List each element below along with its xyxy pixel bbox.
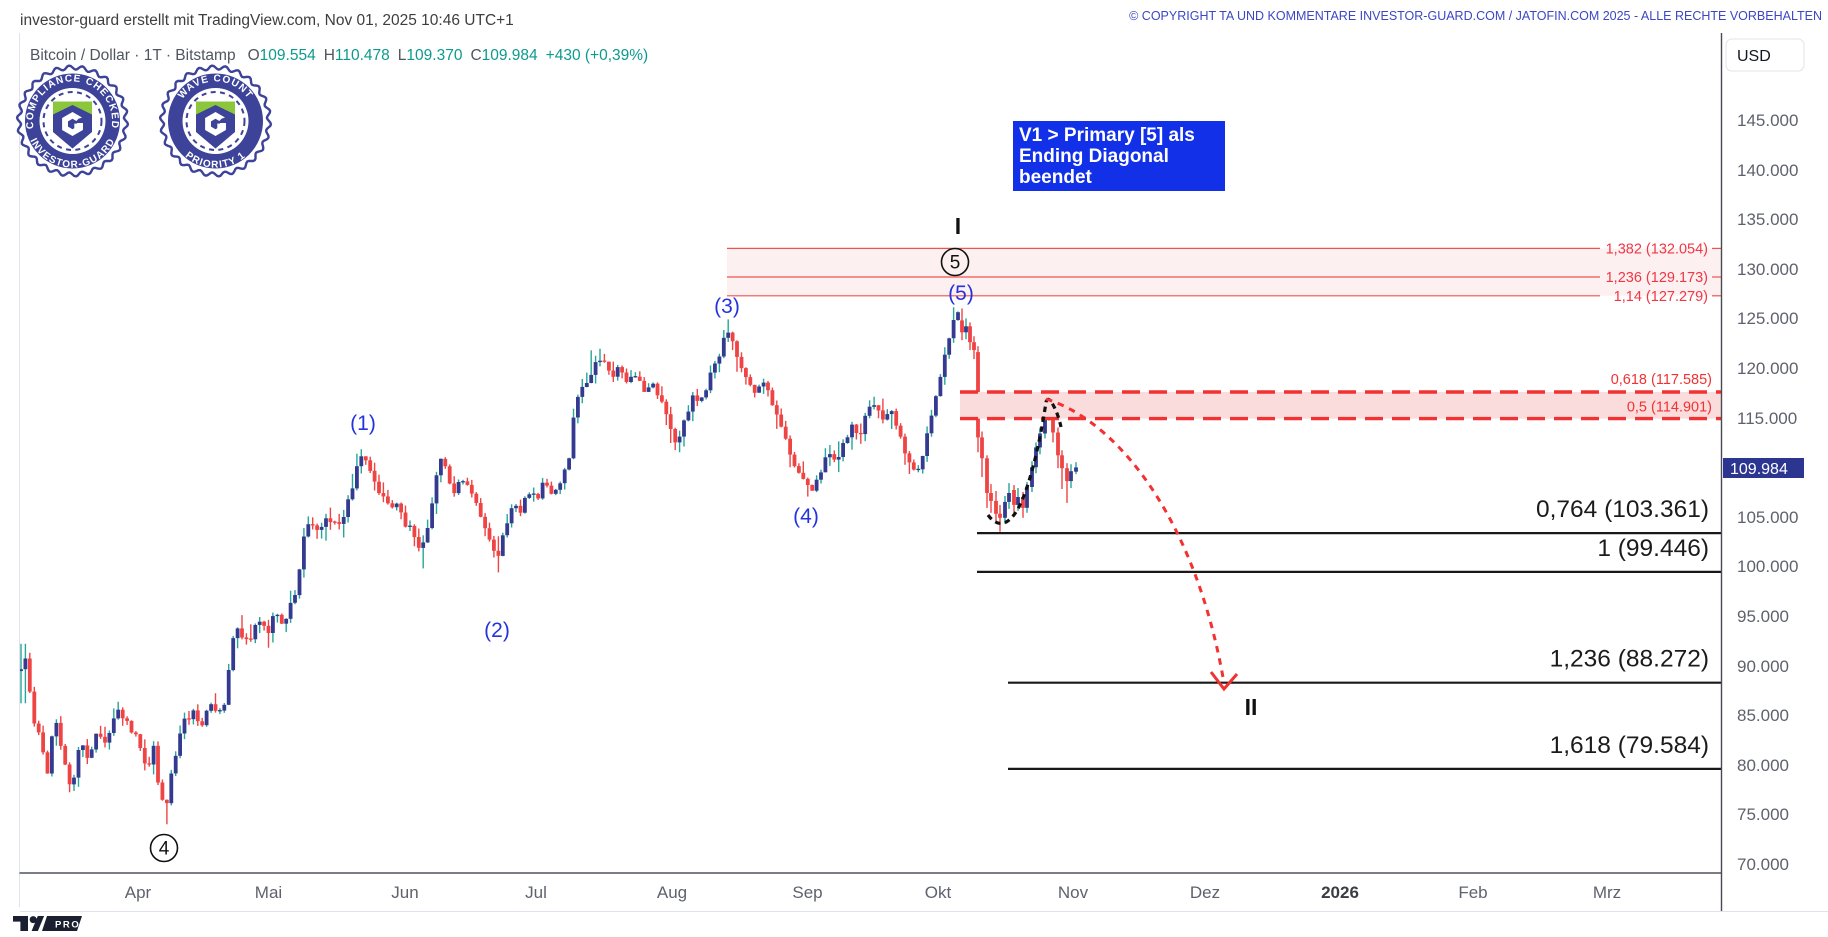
svg-text:1,236 (129.173): 1,236 (129.173) — [1606, 270, 1708, 286]
svg-text:1,618 (79.584): 1,618 (79.584) — [1550, 732, 1709, 759]
svg-text:Okt: Okt — [925, 883, 952, 902]
svg-text:(4): (4) — [793, 505, 819, 528]
svg-text:2026: 2026 — [1321, 883, 1359, 902]
svg-text:105.000: 105.000 — [1737, 508, 1798, 527]
svg-text:(3): (3) — [714, 295, 740, 318]
svg-text:Mai: Mai — [255, 883, 282, 902]
svg-text:90.000: 90.000 — [1737, 657, 1789, 676]
svg-text:PRO: PRO — [55, 920, 80, 931]
svg-text:USD: USD — [1737, 48, 1771, 65]
svg-text:investor-guard erstellt mit Tr: investor-guard erstellt mit TradingView.… — [20, 12, 514, 29]
svg-text:95.000: 95.000 — [1737, 607, 1789, 626]
svg-text:115.000: 115.000 — [1737, 409, 1797, 428]
svg-text:140.000: 140.000 — [1737, 161, 1798, 180]
svg-text:1,236 (88.272): 1,236 (88.272) — [1550, 646, 1709, 673]
svg-text:120.000: 120.000 — [1737, 359, 1798, 378]
svg-text:© COPYRIGHT TA UND KOMMENTARE: © COPYRIGHT TA UND KOMMENTARE INVESTOR-G… — [1129, 9, 1822, 23]
svg-text:(5): (5) — [948, 282, 974, 305]
svg-text:85.000: 85.000 — [1737, 706, 1789, 725]
svg-text:5: 5 — [950, 253, 961, 274]
svg-text:1 (99.446): 1 (99.446) — [1597, 535, 1709, 562]
svg-text:80.000: 80.000 — [1737, 756, 1789, 775]
svg-text:Jul: Jul — [525, 883, 547, 902]
svg-text:75.000: 75.000 — [1737, 805, 1789, 824]
svg-text:70.000: 70.000 — [1737, 855, 1789, 874]
svg-text:0,618 (117.585): 0,618 (117.585) — [1611, 372, 1712, 388]
svg-text:beendet: beendet — [1019, 167, 1093, 188]
svg-text:1,14 (127.279): 1,14 (127.279) — [1614, 289, 1708, 305]
svg-text:125.000: 125.000 — [1737, 309, 1798, 328]
svg-text:Aug: Aug — [657, 883, 687, 902]
svg-text:Dez: Dez — [1190, 883, 1220, 902]
svg-text:0,764 (103.361): 0,764 (103.361) — [1536, 496, 1709, 523]
svg-text:Nov: Nov — [1058, 883, 1089, 902]
svg-text:Jun: Jun — [391, 883, 418, 902]
svg-text:Mrz: Mrz — [1593, 883, 1621, 902]
svg-text:135.000: 135.000 — [1737, 210, 1798, 229]
svg-text:(1): (1) — [350, 412, 376, 435]
svg-text:V1 > Primary [5] als: V1 > Primary [5] als — [1019, 125, 1195, 146]
svg-text:0,5 (114.901): 0,5 (114.901) — [1627, 400, 1712, 416]
svg-text:Feb: Feb — [1458, 883, 1487, 902]
svg-text:Ending Diagonal: Ending Diagonal — [1019, 146, 1169, 167]
svg-text:Bitcoin / Dollar · 1T · Bitsta: Bitcoin / Dollar · 1T · Bitstamp O109.554… — [30, 47, 648, 64]
svg-text:(2): (2) — [484, 619, 510, 642]
svg-text:1,382 (132.054): 1,382 (132.054) — [1606, 241, 1708, 257]
svg-text:109.984: 109.984 — [1730, 461, 1788, 478]
svg-text:I: I — [955, 213, 961, 239]
svg-text:100.000: 100.000 — [1737, 557, 1798, 576]
svg-text:II: II — [1245, 694, 1258, 720]
svg-text:145.000: 145.000 — [1737, 111, 1798, 130]
svg-text:130.000: 130.000 — [1737, 260, 1798, 279]
svg-text:4: 4 — [159, 839, 170, 860]
svg-text:Sep: Sep — [792, 883, 822, 902]
svg-text:Apr: Apr — [125, 883, 152, 902]
